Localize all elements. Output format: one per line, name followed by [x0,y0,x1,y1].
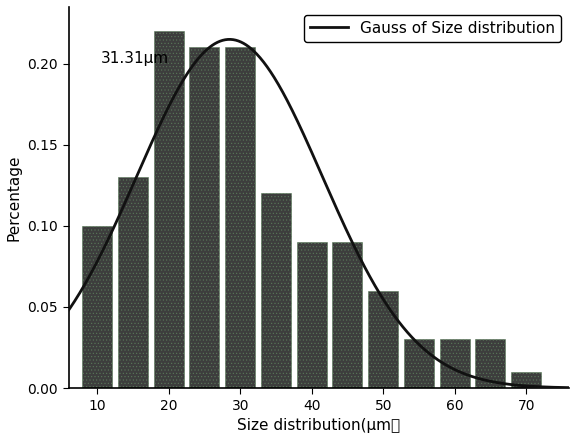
Gauss of Size distribution [452,367,458,373]
Gauss of Size distribution [150,135,157,140]
Bar [475,339,505,388]
X-axis label: Size distribution(μm）: Size distribution(μm） [237,418,400,433]
Gauss of Size distribution [295,121,302,126]
Line: Gauss of Size distribution: Gauss of Size distribution [62,40,576,388]
Bar [82,226,112,388]
Bar [368,291,398,388]
Bar [225,48,255,388]
Text: 31.31μm: 31.31μm [101,51,169,66]
Gauss of Size distribution [58,317,65,323]
Gauss of Size distribution [407,334,414,339]
Gauss of Size distribution [366,274,373,279]
Bar [261,194,291,388]
Bar [439,339,469,388]
Bar [332,242,362,388]
Bar [154,31,184,388]
Bar [118,177,148,388]
Gauss of Size distribution [226,37,233,42]
Bar [190,48,219,388]
Gauss of Size distribution [192,59,199,64]
Bar [404,339,434,388]
Bar [297,242,327,388]
Bar [511,372,541,388]
Y-axis label: Percentage: Percentage [7,154,22,241]
Legend: Gauss of Size distribution: Gauss of Size distribution [304,15,562,42]
